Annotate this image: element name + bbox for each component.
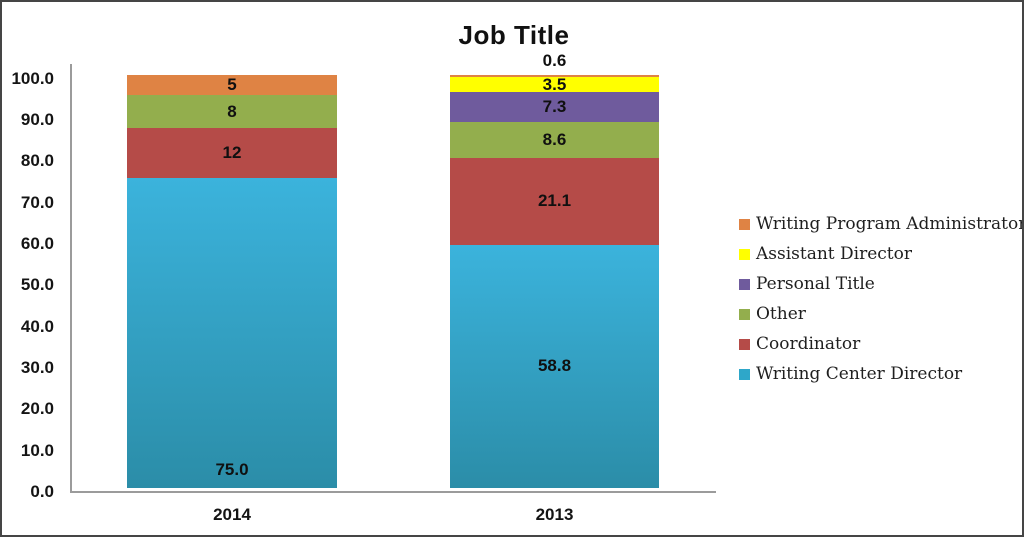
y-tick-label: 20.0 [20, 399, 54, 419]
bar-segment [450, 91, 659, 123]
legend-label: Assistant Director [756, 244, 913, 264]
bar-segment-label: 58.8 [537, 356, 572, 376]
y-tick-label: 90.0 [20, 109, 54, 129]
bar-segment-label: 8 [227, 101, 237, 121]
bar-segment [127, 74, 337, 96]
legend-swatch-icon [739, 278, 750, 290]
bar-segment [127, 95, 337, 129]
y-tick-label: 30.0 [20, 357, 54, 377]
bar-segment-label: 7.3 [542, 96, 567, 116]
legend-label: Personal Title [756, 274, 875, 294]
y-tick-label: 10.0 [20, 440, 54, 460]
legend-label: Other [756, 304, 806, 324]
legend-label: Coordinator [756, 334, 861, 354]
bar-segment-label: 3.5 [542, 74, 567, 94]
y-tick-label: 40.0 [20, 316, 54, 336]
legend-item: Coordinator [739, 329, 1022, 359]
bar-segment-label: 0.6 [542, 50, 567, 70]
bar-segment [127, 177, 337, 488]
legend-swatch-icon [739, 218, 750, 230]
y-axis-line [70, 64, 72, 493]
legend-swatch-icon [739, 338, 750, 350]
bar-segment [450, 122, 659, 158]
bar-segment [127, 128, 337, 178]
legend-item: Writing Center Director [739, 359, 1022, 389]
y-tick-label: 100.0 [11, 68, 54, 88]
legend-item: Personal Title [739, 269, 1022, 299]
bar-segment [450, 244, 659, 488]
category-label-2014: 2014 [213, 505, 251, 524]
y-tick-label: 60.0 [20, 233, 54, 253]
legend-label: Writing Program Administrator [756, 214, 1024, 234]
y-tick-label: 0.0 [30, 482, 54, 501]
bar-segment-label: 75.0 [215, 460, 249, 479]
bar-segment-label: 5 [227, 74, 237, 94]
y-tick-label: 70.0 [20, 192, 54, 212]
legend-swatch-icon [739, 248, 750, 260]
legend: Writing Program Administrator Assistant D… [739, 209, 1024, 389]
legend-swatch-icon [739, 368, 750, 380]
legend-swatch-icon [739, 308, 750, 320]
bar-segment-label: 8.6 [542, 129, 567, 149]
legend-item: Writing Program Administrator [739, 209, 1024, 239]
y-tick-label: 80.0 [20, 151, 54, 171]
bar-segment-label: 21.1 [537, 191, 572, 211]
bar-segment [450, 77, 659, 92]
legend-item: Assistant Director [739, 239, 1022, 269]
bar-segment-label: 12 [222, 143, 242, 163]
x-axis-line [70, 491, 716, 493]
category-label-2013: 2013 [535, 505, 574, 524]
chart-title: Job Title [458, 20, 570, 50]
bar-segment [450, 157, 659, 245]
y-tick-label: 50.0 [20, 275, 54, 295]
legend-item: Other [739, 299, 1022, 329]
legend-label: Writing Center Director [756, 364, 963, 384]
bar-segment [450, 74, 659, 78]
